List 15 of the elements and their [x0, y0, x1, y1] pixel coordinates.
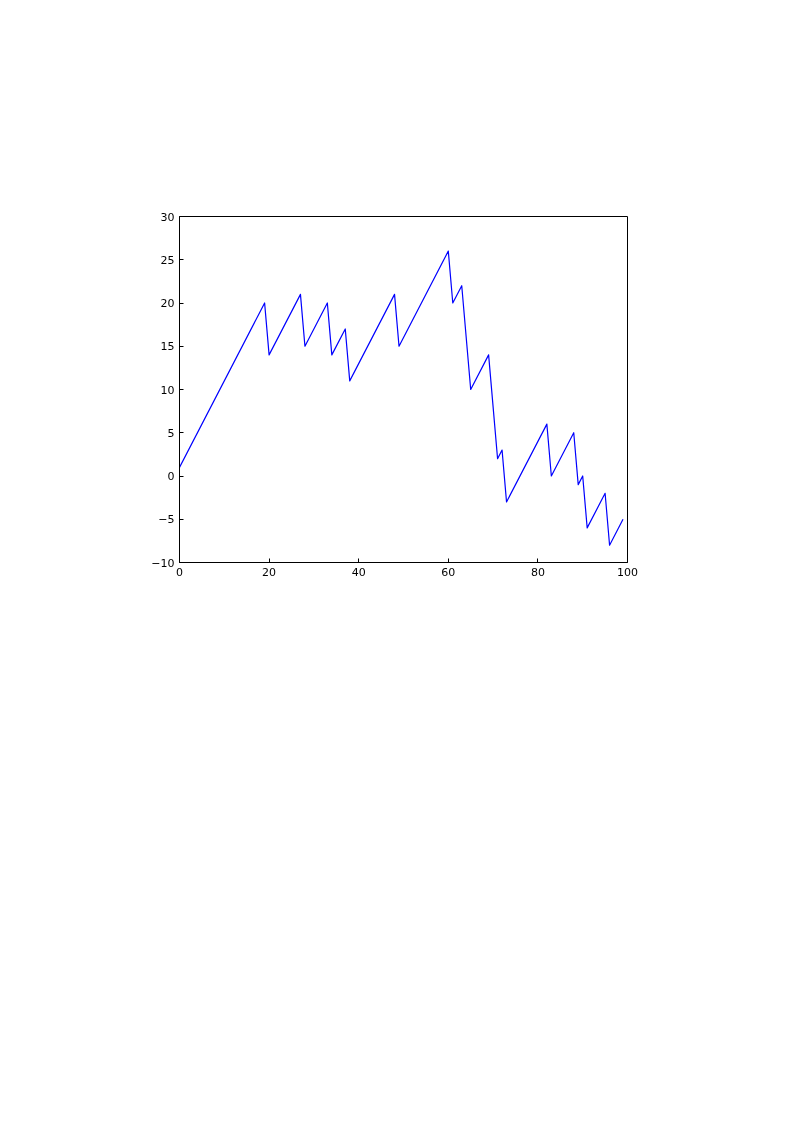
y-tick-label: 30	[160, 210, 175, 224]
y-tick-label: 0	[167, 470, 175, 483]
x-tick-label: 20	[262, 565, 277, 579]
x-tick-label: 60	[441, 565, 456, 579]
line-series	[179, 250, 624, 546]
y-tick-label: 25	[160, 253, 175, 267]
y-tick-label: 10	[160, 383, 175, 397]
y-tick-label: −10	[151, 556, 175, 570]
y-tick-label: 5	[167, 426, 175, 440]
x-tick-label: 100	[617, 565, 638, 579]
y-tick-label: 20	[160, 297, 175, 310]
x-tick-label: 40	[351, 565, 366, 579]
y-tick-label: −5	[158, 513, 175, 527]
x-tick-label: 80	[530, 565, 545, 579]
y-tick-label: 15	[160, 340, 175, 354]
